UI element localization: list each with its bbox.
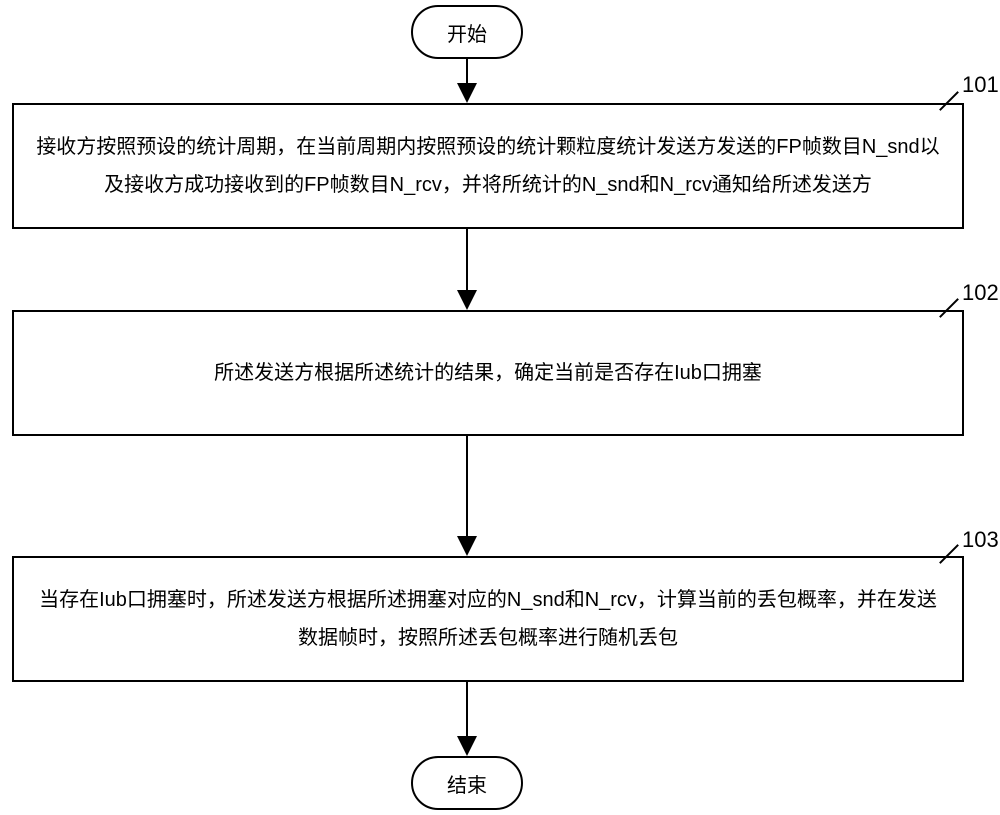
arrow-start-101 [0,0,1000,815]
